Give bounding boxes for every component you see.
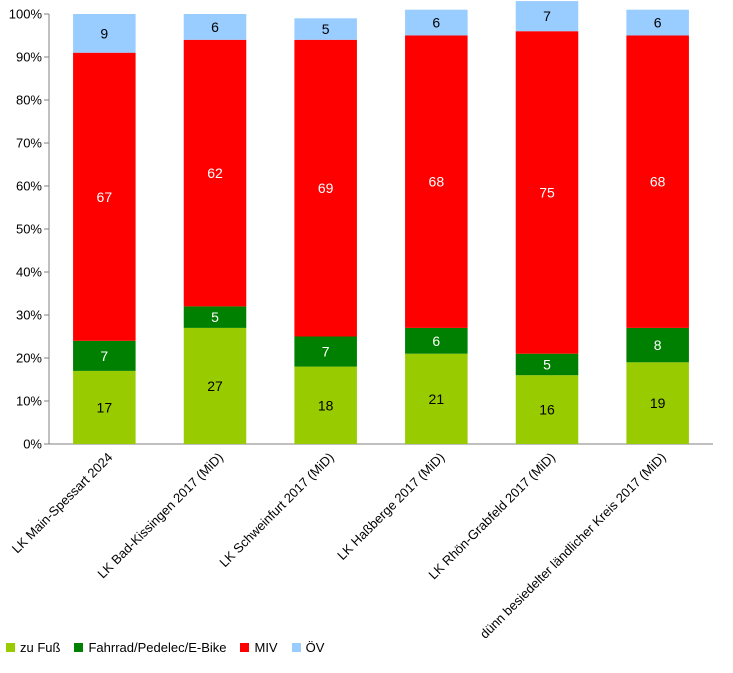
bar-segment	[183, 306, 247, 328]
bar-segment	[73, 52, 136, 341]
data-label: 19	[650, 395, 666, 411]
bar-segment	[515, 353, 579, 376]
data-label: 6	[211, 19, 219, 35]
y-tick-label: 80%	[16, 93, 42, 108]
data-label: 18	[318, 397, 334, 413]
bar-segment	[626, 327, 689, 363]
bar-segment	[405, 9, 468, 36]
x-tick-label: dünn besiedelter ländlicher Kreis 2017 (…	[477, 450, 669, 642]
data-label: 6	[654, 15, 662, 31]
data-label: 27	[207, 378, 223, 394]
bar-segment	[515, 1, 579, 32]
bar-segment	[405, 353, 468, 444]
data-label: 6	[432, 333, 440, 349]
x-tick-label: LK Main-Spessart 2024	[9, 450, 116, 557]
data-label: 7	[322, 344, 330, 360]
bar-segment	[73, 14, 136, 53]
legend-label: zu Fuß	[20, 640, 61, 655]
data-label: 16	[539, 402, 555, 418]
x-tick-label: LK Rhön-Grabfeld 2017 (MiD)	[425, 450, 558, 583]
data-label: 7	[543, 8, 551, 24]
legend-item: Fahrrad/Pedelec/E-Bike	[74, 640, 226, 655]
y-tick-label: 60%	[16, 179, 42, 194]
bar-segment	[294, 336, 357, 367]
x-tick-label: LK Haßberge 2017 (MiD)	[334, 450, 447, 563]
data-label: 8	[654, 337, 662, 353]
bar-segment	[73, 370, 136, 444]
legend-label: ÖV	[305, 640, 325, 655]
y-axis: 0% 10% 20% 30% 40% 50% 60% 70% 80% 90% 100%	[9, 7, 713, 452]
legend-item: zu Fuß	[6, 640, 60, 655]
legend-swatch	[291, 643, 301, 652]
legend-item: ÖV	[291, 640, 325, 655]
data-label: 68	[429, 174, 445, 190]
y-tick-label: 20%	[16, 351, 42, 366]
y-tick-label: 0%	[23, 437, 42, 452]
legend-swatch	[74, 643, 84, 652]
bar-segment	[294, 18, 357, 40]
legend-label: Fahrrad/Pedelec/E-Bike	[88, 640, 227, 655]
y-tick-label: 10%	[16, 394, 42, 409]
data-label: 9	[100, 25, 108, 41]
bar-segment	[294, 39, 357, 337]
bar-segment	[626, 9, 689, 36]
x-tick-label: LK Bad-Kissingen 2017 (MiD)	[94, 450, 226, 582]
legend-swatch	[6, 643, 15, 652]
legend: zu Fuß Fahrrad/Pedelec/E-Bike MIV ÖV	[6, 640, 338, 655]
data-label: 5	[322, 21, 330, 37]
legend-item: MIV	[240, 640, 278, 655]
bar-segment	[183, 14, 247, 40]
bar-segment	[73, 340, 136, 371]
data-label: 67	[97, 189, 113, 205]
bar-segment	[405, 327, 468, 354]
bar-segment	[626, 362, 689, 444]
data-label: 6	[432, 15, 440, 31]
bar-segment	[626, 35, 689, 328]
bar-segment	[515, 375, 579, 444]
data-label: 69	[318, 180, 334, 196]
legend-label: MIV	[254, 640, 278, 655]
bar-segment	[294, 366, 357, 444]
bar-segment	[405, 35, 468, 328]
legend-swatch	[240, 643, 250, 652]
y-tick-label: 100%	[9, 7, 43, 22]
bar-segment	[515, 31, 579, 354]
data-label: 21	[429, 391, 445, 407]
bars: 17 7 67 9 27 5 62 6 18 7 69 5 21 6 68 6 16 5 75 7 19 8 68 6	[73, 1, 689, 444]
x-tick-label: LK Schweinfurt 2017 (MiD)	[216, 450, 336, 570]
y-tick-label: 70%	[16, 136, 42, 151]
data-label: 5	[543, 356, 551, 372]
bar-segment	[183, 39, 247, 307]
data-label: 5	[211, 309, 219, 325]
data-label: 75	[539, 184, 555, 200]
data-label: 17	[97, 399, 113, 415]
y-tick-label: 30%	[16, 308, 42, 323]
y-tick-label: 50%	[16, 222, 42, 237]
data-label: 7	[100, 348, 108, 364]
bar-segment	[183, 327, 247, 444]
y-tick-label: 90%	[16, 50, 42, 65]
data-label: 68	[650, 174, 666, 190]
y-tick-label: 40%	[16, 265, 42, 280]
data-label: 62	[207, 165, 223, 181]
